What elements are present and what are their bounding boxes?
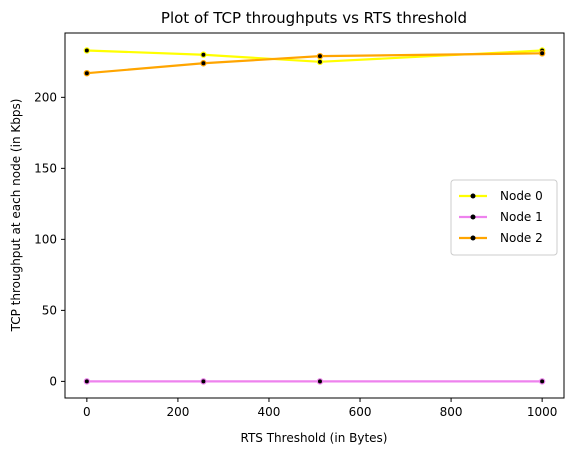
legend-item-node-2: Node 2: [459, 231, 543, 245]
data-point-node-2-3: [538, 50, 546, 57]
y-tick-label-4: 200: [34, 90, 57, 104]
data-point-node-1-1: [200, 378, 207, 385]
x-tick-label-5: 1000: [527, 405, 558, 419]
data-point-node-0-2: [316, 58, 324, 66]
legend-label-node-0: Node 0: [500, 189, 543, 203]
data-point-node-1-0: [83, 378, 91, 385]
x-tick-label-3: 600: [349, 405, 372, 419]
data-point-node-0-0: [83, 47, 91, 54]
y-tick-label-1: 50: [42, 303, 57, 317]
data-point-node-1-2: [316, 378, 324, 385]
legend-marker-node-0: [470, 193, 476, 199]
series-layer: [83, 47, 546, 385]
legend-item-node-1: Node 1: [459, 210, 543, 224]
legend-label-node-2: Node 2: [500, 231, 543, 245]
x-axis: 0 200 400 600 800 1000: [83, 398, 557, 419]
y-tick-label-3: 150: [34, 161, 57, 175]
x-tick-label-2: 400: [258, 405, 281, 419]
plot-area-frame: [64, 32, 565, 399]
y-tick-label-0: 0: [49, 374, 57, 388]
x-tick-label-1: 200: [166, 405, 189, 419]
data-point-node-0-1: [200, 51, 207, 58]
legend-marker-node-2: [470, 235, 476, 241]
series-line-node-0: [86, 49, 543, 63]
legend-item-node-0: Node 0: [459, 189, 543, 203]
y-axis-label: TCP throughput at each node (in Kbps): [9, 99, 23, 333]
x-axis-label: RTS Threshold (in Bytes): [241, 431, 388, 445]
data-point-node-1-3: [538, 378, 546, 385]
data-point-node-2-2: [316, 52, 324, 60]
x-tick-label-4: 800: [440, 405, 463, 419]
data-point-node-2-0: [83, 69, 91, 77]
series-line-node-2: [86, 52, 543, 75]
chart-title: Plot of TCP throughputs vs RTS threshold: [161, 9, 467, 27]
legend-marker-node-1: [470, 214, 476, 220]
legend-frame: [450, 179, 558, 256]
x-tick-label-0: 0: [83, 405, 91, 419]
y-axis: 0 50 100 150 200: [34, 90, 65, 388]
legend: Node 0 Node 1 Node 2: [450, 179, 558, 256]
data-point-node-2-1: [200, 60, 207, 67]
y-tick-label-2: 100: [34, 232, 57, 246]
legend-label-node-1: Node 1: [500, 210, 543, 224]
